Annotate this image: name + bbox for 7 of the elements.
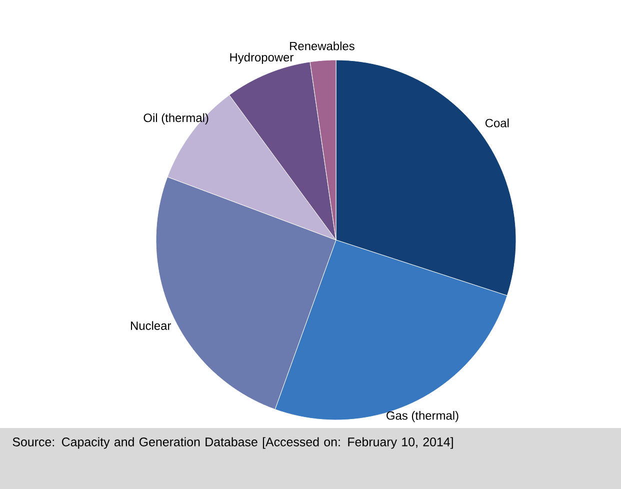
slice-label: Coal [485, 118, 509, 128]
slice-label: Oil (thermal) [144, 113, 208, 124]
slice-label: Hydropower [230, 52, 294, 64]
source-note: Source: Capacity and Generation Database [Accessed on: February 10, 2014] [12, 437, 453, 449]
slice-label: Renewables [290, 42, 354, 50]
slice-label: Nuclear [130, 321, 171, 330]
slice-label: Gas (thermal) [386, 411, 458, 422]
